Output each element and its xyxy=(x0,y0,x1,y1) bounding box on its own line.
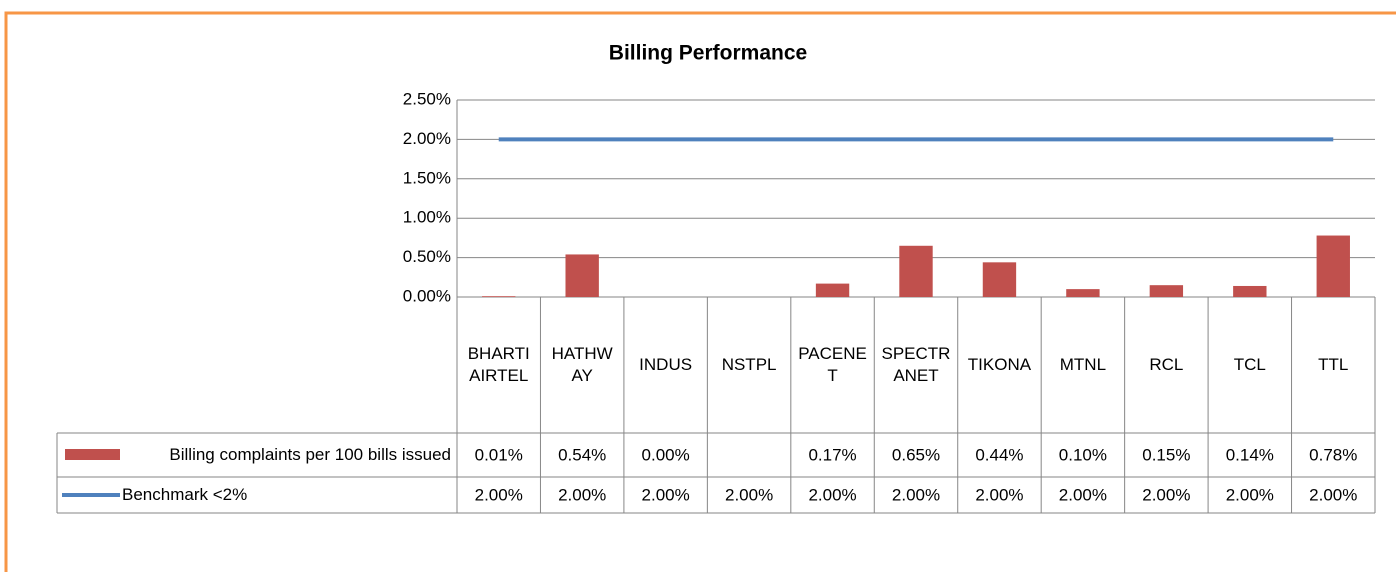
data-label: 2.00% xyxy=(642,485,690,504)
legend-label: Billing complaints per 100 bills issued xyxy=(169,445,451,464)
data-label: 2.00% xyxy=(1142,485,1190,504)
bar xyxy=(482,296,516,297)
y-tick-label: 0.00% xyxy=(403,286,451,305)
x-tick-label-box: BHARTI AIRTEL xyxy=(467,344,530,385)
data-label: 2.00% xyxy=(1309,485,1357,504)
bar xyxy=(1316,235,1350,297)
data-label: 0.54% xyxy=(558,445,606,464)
x-tick-label-box: PACENET xyxy=(798,344,867,385)
data-label: 0.78% xyxy=(1309,445,1357,464)
x-tick-label-box: HATHWAY xyxy=(551,344,613,385)
data-label: 0.65% xyxy=(892,445,940,464)
legend-label-box: Billing complaints per 100 bills issued xyxy=(169,445,451,464)
x-tick-label: INDUS xyxy=(639,355,693,374)
data-label: 0.17% xyxy=(808,445,856,464)
data-label: 0.00% xyxy=(642,445,690,464)
y-tick-label: 1.00% xyxy=(403,208,451,227)
x-tick-label: BHARTI AIRTEL xyxy=(467,344,530,385)
y-tick-label: 0.50% xyxy=(403,247,451,266)
bar xyxy=(565,254,599,297)
x-tick-label-box: NSTPL xyxy=(721,355,777,374)
x-tick-label: TIKONA xyxy=(967,355,1032,374)
data-label: 0.01% xyxy=(475,445,523,464)
x-tick-label: MTNL xyxy=(1059,355,1107,374)
data-label: 0.15% xyxy=(1142,445,1190,464)
bar xyxy=(1149,285,1184,297)
data-label: 0.44% xyxy=(975,445,1023,464)
bar xyxy=(1233,285,1267,297)
legend-label: Benchmark <2% xyxy=(122,485,248,504)
data-label: 2.00% xyxy=(1226,485,1274,504)
legend-label-box: Benchmark <2% xyxy=(122,485,248,504)
x-tick-label-box: INDUS xyxy=(639,355,693,374)
chart-title: Billing Performance xyxy=(609,42,807,65)
data-label: 2.00% xyxy=(975,485,1023,504)
bar xyxy=(1066,289,1100,297)
data-label: 2.00% xyxy=(1059,485,1107,504)
data-label: 2.00% xyxy=(892,485,940,504)
bar xyxy=(899,245,933,297)
x-tick-label: PACENET xyxy=(798,344,867,385)
bar xyxy=(815,283,850,297)
x-tick-label: NSTPL xyxy=(721,355,777,374)
y-tick-label: 1.50% xyxy=(403,168,451,187)
x-tick-label: SPECTRANET xyxy=(881,344,951,385)
x-tick-label-box: SPECTRANET xyxy=(881,344,951,385)
x-tick-label: TTL xyxy=(1318,355,1349,374)
x-tick-label: TCL xyxy=(1233,355,1266,374)
x-tick-label-box: MTNL xyxy=(1059,355,1107,374)
x-tick-label-box: TIKONA xyxy=(967,355,1032,374)
data-label: 2.00% xyxy=(808,485,856,504)
x-tick-label-box: RCL xyxy=(1149,355,1184,374)
x-tick-label: HATHWAY xyxy=(551,344,613,385)
x-tick-label: RCL xyxy=(1149,355,1184,374)
data-label: 2.00% xyxy=(475,485,523,504)
x-tick-label-box: TCL xyxy=(1233,355,1266,374)
y-tick-label: 2.50% xyxy=(403,89,451,108)
data-label: 0.14% xyxy=(1226,445,1274,464)
data-label: 0.10% xyxy=(1059,445,1107,464)
data-label: 2.00% xyxy=(558,485,606,504)
bar xyxy=(982,262,1017,297)
y-tick-label: 2.00% xyxy=(403,129,451,148)
legend-key xyxy=(65,449,120,460)
data-label: 2.00% xyxy=(725,485,773,504)
x-tick-label-box: TTL xyxy=(1318,355,1349,374)
